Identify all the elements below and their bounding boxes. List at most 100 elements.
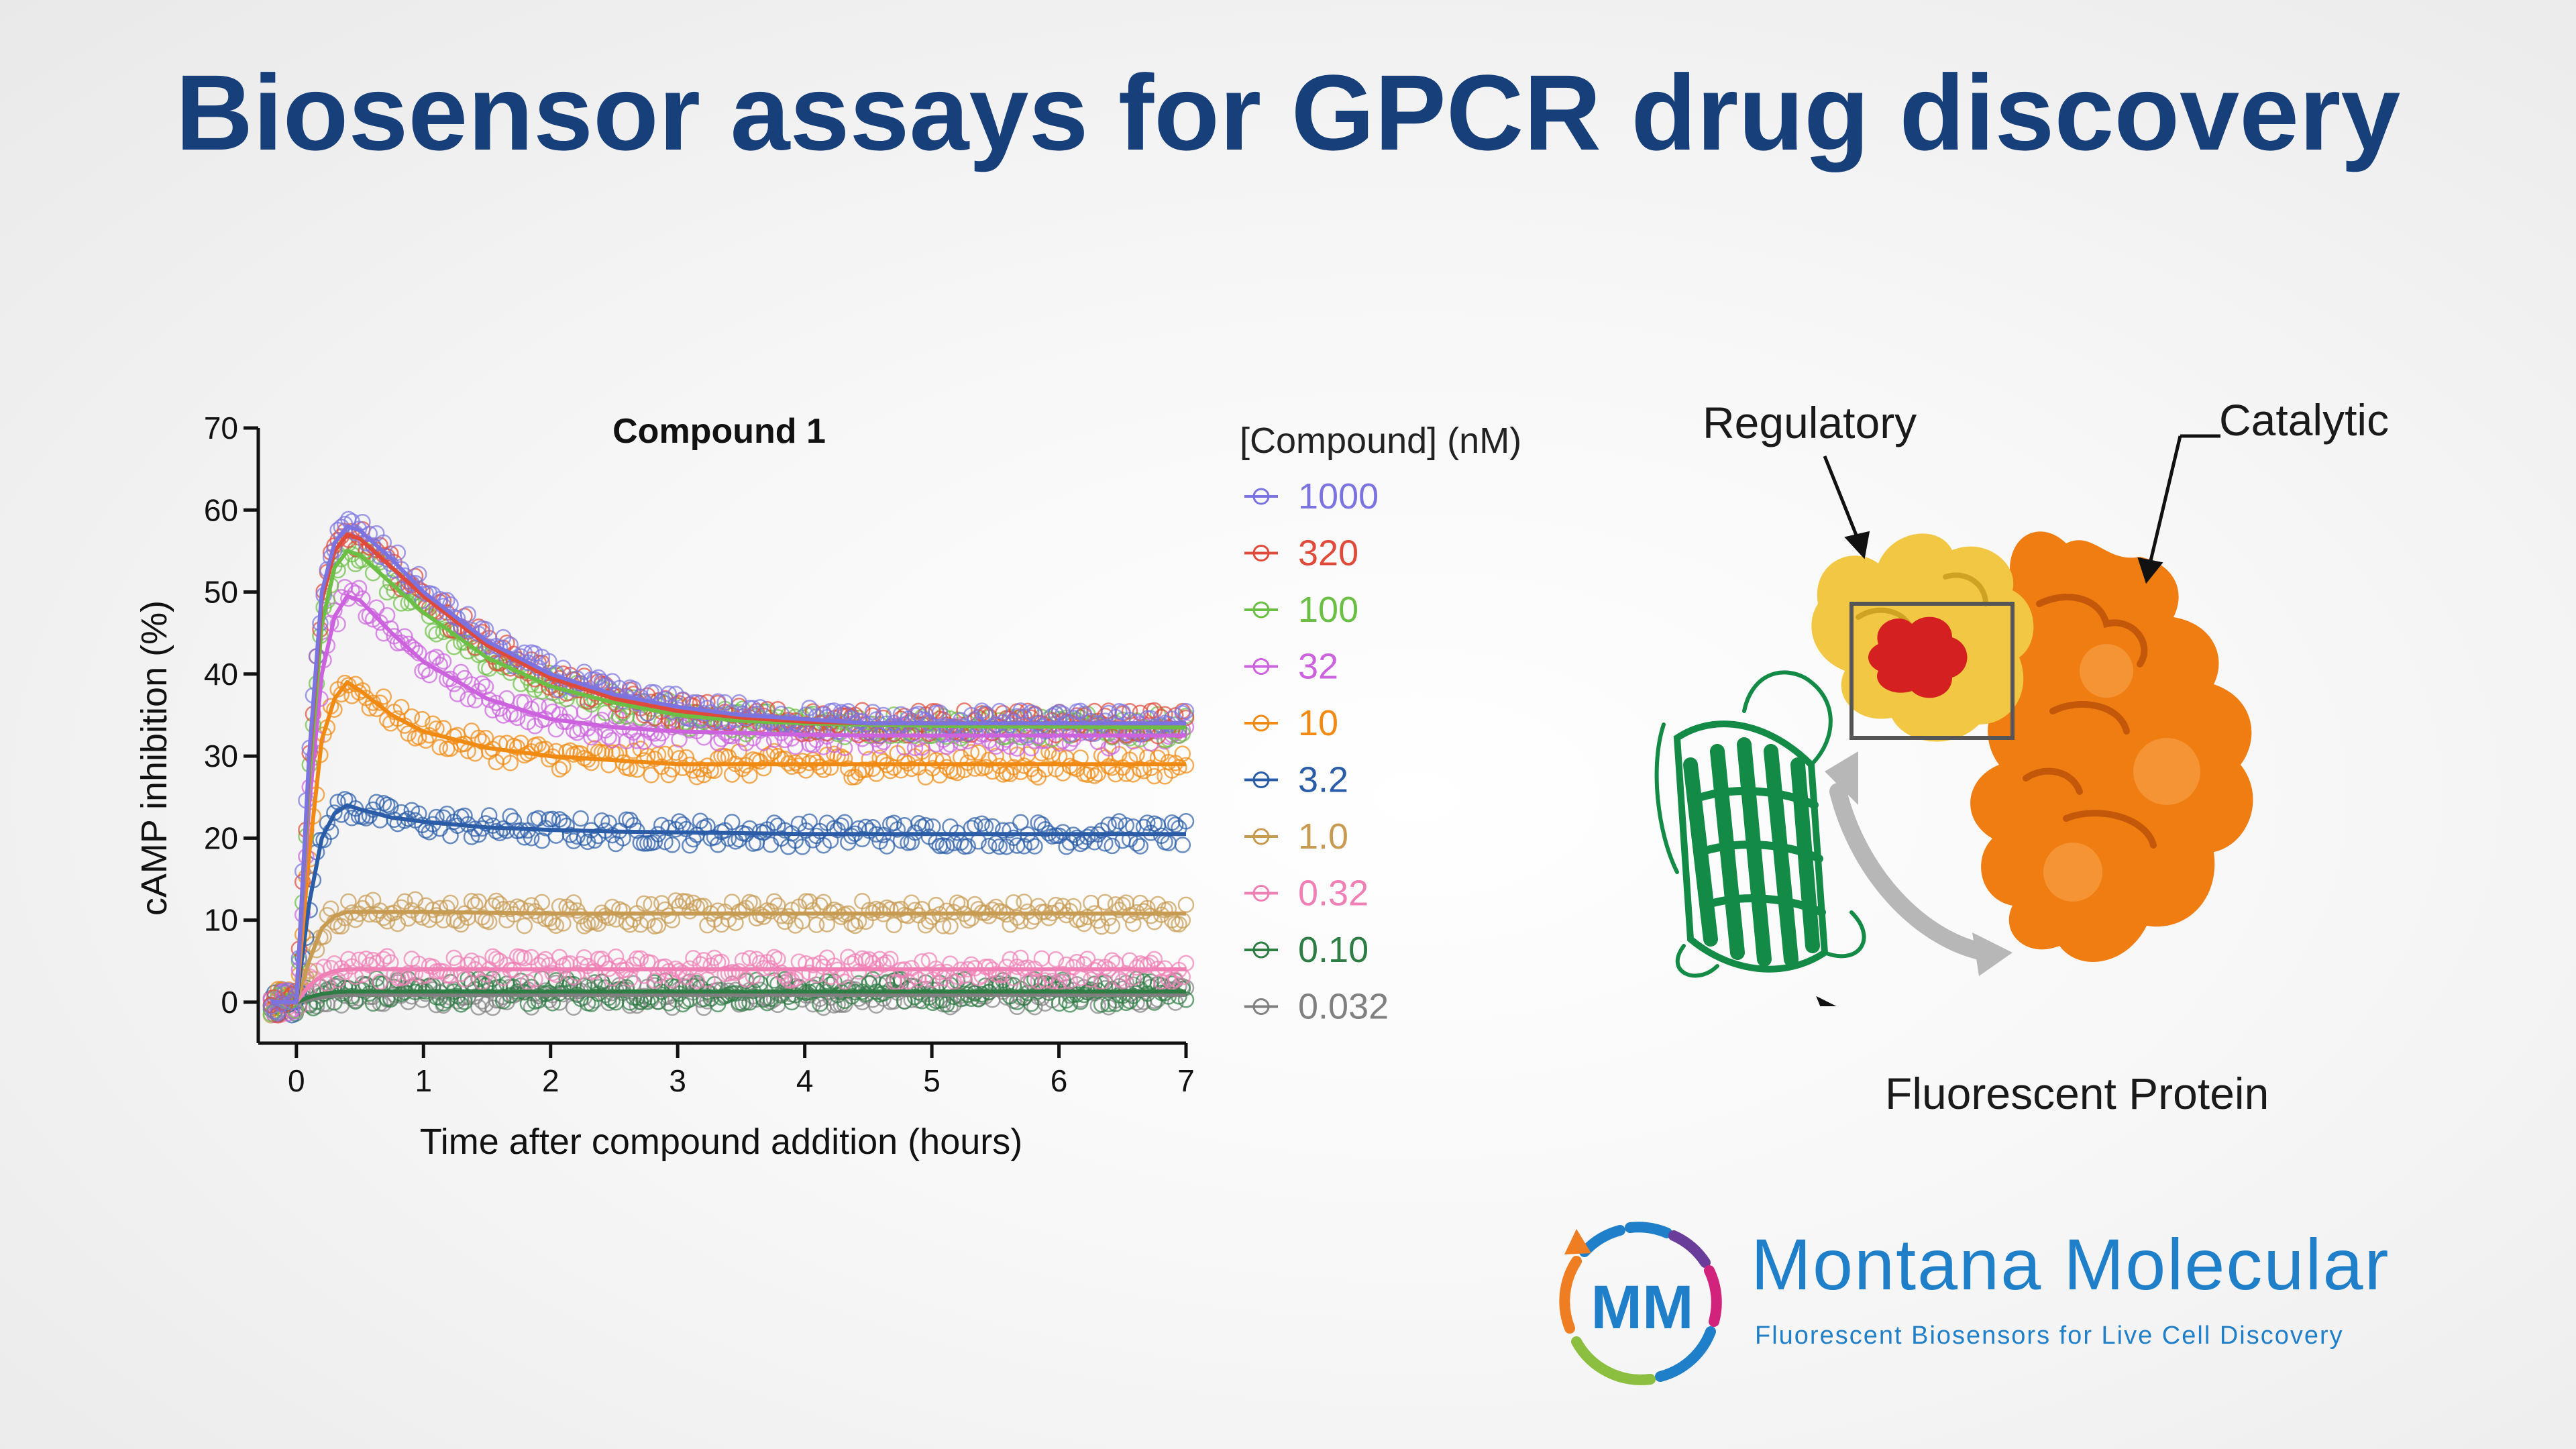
data-point (765, 893, 783, 910)
data-point (442, 894, 459, 912)
fluorescent-protein-label: Fluorescent Protein (1885, 1069, 2269, 1118)
data-point (801, 964, 818, 981)
data-point (1174, 837, 1191, 853)
legend-marker (1252, 488, 1270, 505)
data-point (731, 694, 747, 711)
data-point (804, 957, 822, 973)
legend-item: 1.0 (1244, 816, 1348, 857)
binding-site-box (1849, 602, 2015, 740)
data-point (442, 827, 459, 845)
data-point (1047, 705, 1065, 722)
data-point (1002, 822, 1018, 839)
data-point (1167, 971, 1184, 988)
arrow-head-top-icon (1825, 751, 1858, 805)
data-point (903, 760, 920, 777)
legend-title: [Compound] (nM) (1240, 421, 1521, 461)
data-point (1012, 814, 1029, 831)
data-point (431, 739, 449, 756)
data-point (1086, 767, 1103, 784)
data-point (1174, 745, 1191, 762)
x-tick-label: 0 (288, 1063, 305, 1098)
data-point (572, 810, 589, 827)
data-point (1036, 761, 1054, 778)
x-tick-label: 4 (796, 1063, 814, 1098)
data-point (1058, 956, 1075, 973)
data-point (1146, 951, 1163, 968)
binding-site (1868, 616, 1968, 698)
data-point (692, 956, 709, 973)
data-point (439, 592, 455, 608)
fit-line-0.10 (270, 989, 1186, 1004)
chart-title: Compound 1 (612, 412, 826, 451)
legend-label: 32 (1298, 647, 1338, 687)
data-point (1097, 835, 1114, 852)
data-point (378, 796, 396, 813)
data-point (477, 966, 494, 983)
legend-item: 0.10 (1244, 930, 1368, 970)
legend-item: 32 (1244, 647, 1338, 687)
data-point (555, 659, 572, 677)
data-point (315, 928, 332, 945)
data-point (354, 514, 371, 531)
data-point (1177, 702, 1195, 720)
data-point (812, 758, 828, 775)
series-points-1.0 (262, 891, 1195, 1024)
series-points-32 (262, 578, 1195, 1024)
data-point (502, 755, 519, 771)
data-point (361, 957, 378, 973)
data-point (748, 971, 765, 989)
data-point (354, 682, 371, 699)
data-point (741, 767, 758, 784)
y-tick-label: 0 (221, 985, 238, 1020)
data-point (818, 916, 836, 932)
fluorescent-protein-domain (1654, 670, 1866, 978)
data-point (1171, 916, 1187, 933)
data-point (1026, 766, 1043, 783)
data-point (815, 999, 832, 1016)
legend-marker (1252, 601, 1270, 619)
data-point (1016, 894, 1032, 910)
data-point (643, 767, 659, 784)
data-point (1139, 814, 1156, 831)
legend-label: 100 (1298, 590, 1358, 630)
data-point (600, 729, 617, 745)
series-points-0.32 (262, 948, 1195, 1023)
data-point (541, 653, 557, 670)
data-point (1100, 910, 1117, 926)
data-point (372, 973, 388, 990)
data-point (1008, 958, 1026, 975)
y-tick-label: 40 (204, 657, 238, 692)
data-point (934, 918, 952, 934)
legend-label: 10 (1298, 703, 1338, 743)
data-point (1026, 838, 1043, 855)
data-point (871, 902, 888, 919)
catalytic-label: Catalytic (2219, 395, 2390, 445)
data-point (854, 950, 871, 967)
legend-item: 0.032 (1244, 987, 1389, 1027)
legend-label: 0.10 (1298, 930, 1368, 970)
fit-line-3.2 (270, 803, 1186, 1004)
legend-label: 0.32 (1298, 873, 1368, 914)
data-point (1104, 738, 1121, 755)
data-point (723, 894, 741, 910)
data-point (1132, 838, 1149, 855)
legend-item: 0.32 (1244, 873, 1368, 914)
label-pointers (1816, 434, 2220, 1006)
legend-label: 0.032 (1298, 987, 1389, 1027)
chart-legend: 1000 320 100 32 10 3.2 1.0 0.32 0.10 0.032 (1244, 476, 1389, 1027)
chart-fit-lines (270, 524, 1186, 1004)
data-point (663, 837, 681, 853)
data-point (1089, 959, 1107, 975)
data-point (1005, 894, 1022, 911)
data-point (973, 702, 990, 719)
data-point (491, 824, 508, 842)
data-point (270, 1004, 286, 1021)
data-point (533, 832, 551, 849)
y-tick-label: 50 (204, 575, 238, 610)
data-point (1104, 837, 1121, 855)
data-point (1177, 813, 1195, 830)
data-point (906, 902, 924, 918)
data-point (392, 698, 410, 716)
data-point (755, 759, 772, 777)
x-tick-label: 1 (415, 1063, 432, 1098)
